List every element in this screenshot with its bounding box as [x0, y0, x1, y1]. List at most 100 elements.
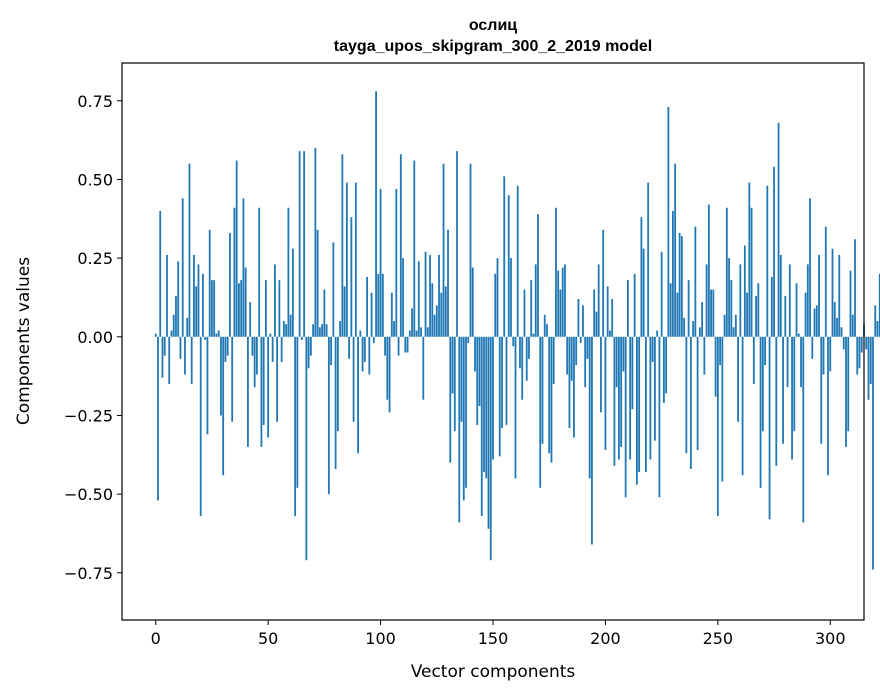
bar — [327, 336, 330, 495]
bar — [379, 188, 382, 337]
bar — [615, 336, 618, 388]
bar — [696, 336, 699, 451]
bar — [271, 336, 274, 362]
bar — [627, 280, 629, 337]
bar — [202, 273, 204, 337]
bar — [285, 324, 288, 337]
bar — [577, 299, 580, 337]
bar — [195, 286, 198, 337]
bar — [777, 122, 780, 337]
bar — [469, 163, 472, 337]
bar — [247, 336, 249, 447]
bar — [305, 336, 308, 561]
bar — [438, 254, 440, 337]
bar — [361, 336, 364, 372]
bar — [213, 280, 216, 337]
bar — [447, 229, 449, 337]
bar — [215, 333, 218, 337]
bar — [591, 336, 593, 545]
bar — [876, 321, 879, 337]
bar — [323, 289, 326, 337]
bars-group — [154, 91, 880, 570]
bar — [786, 336, 789, 388]
bar — [399, 154, 402, 337]
bar — [501, 336, 503, 429]
bar — [168, 336, 171, 384]
bar — [532, 333, 535, 337]
bar — [503, 176, 506, 337]
bar — [298, 151, 301, 337]
bar — [384, 336, 386, 356]
bar — [739, 264, 742, 337]
bar — [671, 210, 674, 337]
bar — [867, 336, 870, 400]
bar — [321, 324, 324, 337]
bar — [460, 336, 463, 422]
bar — [325, 324, 328, 337]
bar — [217, 330, 220, 337]
bar — [618, 336, 620, 460]
bar — [802, 336, 805, 523]
bar — [235, 160, 238, 337]
bar — [860, 336, 863, 353]
bar — [689, 336, 692, 469]
bar — [474, 336, 476, 372]
bar — [395, 188, 398, 337]
bar — [676, 292, 679, 337]
bar — [265, 280, 267, 337]
bar — [431, 283, 434, 337]
bar — [858, 336, 861, 369]
bar — [388, 336, 391, 413]
x-tick-label: 50 — [258, 629, 278, 648]
bar — [575, 336, 578, 366]
bar — [240, 280, 243, 337]
bar — [492, 336, 494, 460]
bar — [854, 239, 856, 337]
bar — [752, 336, 755, 384]
bar — [519, 336, 521, 369]
bar — [642, 248, 645, 337]
bar — [678, 232, 681, 337]
bar — [224, 336, 227, 362]
bar — [157, 336, 159, 501]
bar — [611, 299, 614, 337]
bar — [282, 321, 285, 337]
bar — [525, 336, 528, 381]
bar — [723, 314, 726, 337]
bar — [674, 163, 677, 337]
bar — [719, 336, 721, 366]
chart-subtitle: tayga_upos_skipgram_300_2_2019 model — [334, 38, 652, 55]
bar — [797, 333, 800, 337]
bar — [845, 336, 847, 447]
bar — [424, 251, 427, 337]
bar — [694, 226, 697, 337]
bar — [332, 242, 335, 337]
bar — [824, 226, 827, 337]
bar — [496, 258, 499, 337]
bar — [660, 251, 663, 337]
bar — [775, 336, 778, 466]
bar — [177, 261, 180, 337]
bar — [220, 336, 222, 416]
bar — [725, 207, 728, 337]
bar — [476, 336, 479, 425]
bar — [377, 273, 380, 337]
bar — [721, 336, 724, 482]
bar — [233, 207, 236, 337]
bar — [197, 264, 200, 337]
x-tick-label: 300 — [815, 629, 846, 648]
bar — [761, 336, 764, 432]
plot-frame — [121, 62, 865, 621]
bar — [584, 336, 587, 388]
bar — [804, 292, 807, 337]
bar — [707, 204, 710, 337]
bar — [318, 327, 321, 337]
bar — [710, 289, 712, 337]
bar — [229, 232, 231, 337]
bar — [609, 330, 611, 337]
bar — [435, 305, 438, 337]
bar — [809, 198, 811, 337]
bar — [291, 248, 294, 337]
bar — [354, 182, 357, 337]
bar — [440, 292, 443, 337]
